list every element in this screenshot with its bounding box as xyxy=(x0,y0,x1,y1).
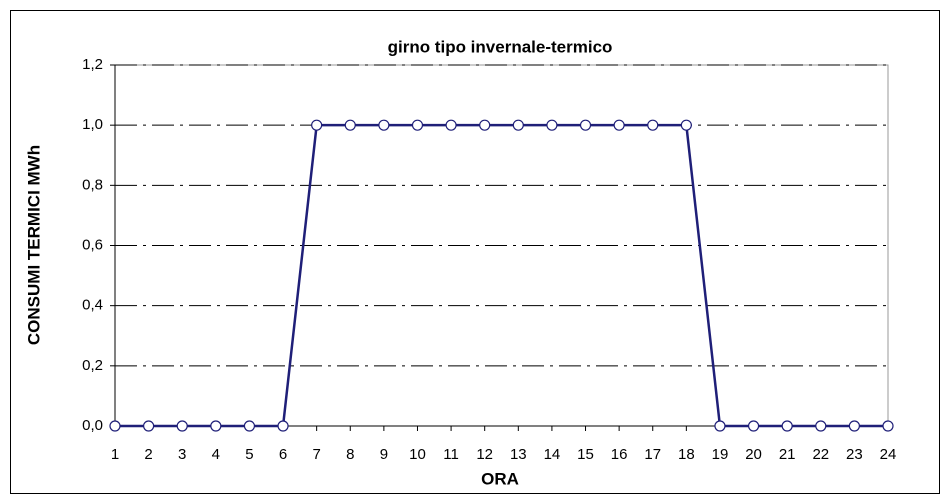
y-tick-label: 0,6 xyxy=(82,236,103,253)
data-point xyxy=(277,420,289,432)
x-tick-label: 1 xyxy=(111,446,119,463)
chart-frame xyxy=(10,10,940,494)
data-point xyxy=(210,420,222,432)
data-point xyxy=(882,420,894,432)
y-tick-label: 1,0 xyxy=(82,116,103,133)
y-tick-label: 0,0 xyxy=(82,417,103,434)
x-tick-label: 12 xyxy=(476,446,493,463)
x-tick-label: 8 xyxy=(346,446,354,463)
data-point xyxy=(579,119,592,131)
data-point xyxy=(176,420,188,432)
x-axis-label: ORA xyxy=(481,469,519,488)
x-tick-label: 9 xyxy=(380,446,388,463)
data-point xyxy=(848,420,860,432)
x-tick-label: 21 xyxy=(779,446,796,463)
data-point xyxy=(311,119,323,131)
x-tick-label: 18 xyxy=(678,446,695,463)
chart-title: girno tipo invernale-termico xyxy=(388,37,613,56)
data-point xyxy=(613,119,625,131)
x-tick-label: 10 xyxy=(409,446,426,463)
data-point xyxy=(243,420,256,432)
y-tick-label: 1,2 xyxy=(82,56,103,73)
data-point xyxy=(512,119,524,131)
y-axis-label: CONSUMI TERMICI MWh xyxy=(24,145,43,345)
data-point xyxy=(411,119,424,131)
x-tick-label: 6 xyxy=(279,446,287,463)
data-point xyxy=(714,420,726,432)
data-point xyxy=(143,420,155,432)
x-tick-label: 4 xyxy=(212,446,220,463)
x-tick-label: 7 xyxy=(312,446,320,463)
x-tick-label: 23 xyxy=(846,446,863,463)
x-tick-label: 2 xyxy=(144,446,152,463)
data-point xyxy=(680,119,692,131)
x-tick-label: 16 xyxy=(611,446,628,463)
x-tick-label: 14 xyxy=(544,446,561,463)
x-tick-label: 19 xyxy=(712,446,729,463)
data-point xyxy=(344,119,356,131)
data-point xyxy=(479,119,491,131)
x-tick-label: 17 xyxy=(644,446,661,463)
y-tick-label: 0,8 xyxy=(82,176,103,193)
y-tick-label: 0,4 xyxy=(82,297,103,314)
x-tick-label: 24 xyxy=(880,446,897,463)
data-point xyxy=(747,420,760,432)
x-tick-label: 13 xyxy=(510,446,527,463)
y-tick-label: 0,2 xyxy=(82,357,103,374)
data-point xyxy=(647,119,659,131)
data-point xyxy=(781,420,793,432)
series-line xyxy=(115,123,888,428)
data-point xyxy=(445,119,457,131)
data-point xyxy=(546,119,558,131)
data-point xyxy=(378,119,390,131)
x-tick-label: 22 xyxy=(812,446,829,463)
x-tick-label: 15 xyxy=(577,446,594,463)
x-tick-label: 11 xyxy=(443,446,459,463)
data-point xyxy=(109,420,121,432)
x-tick-label: 20 xyxy=(745,446,762,463)
x-tick-label: 3 xyxy=(178,446,186,463)
x-tick-label: 5 xyxy=(245,446,253,463)
data-point xyxy=(815,420,827,432)
